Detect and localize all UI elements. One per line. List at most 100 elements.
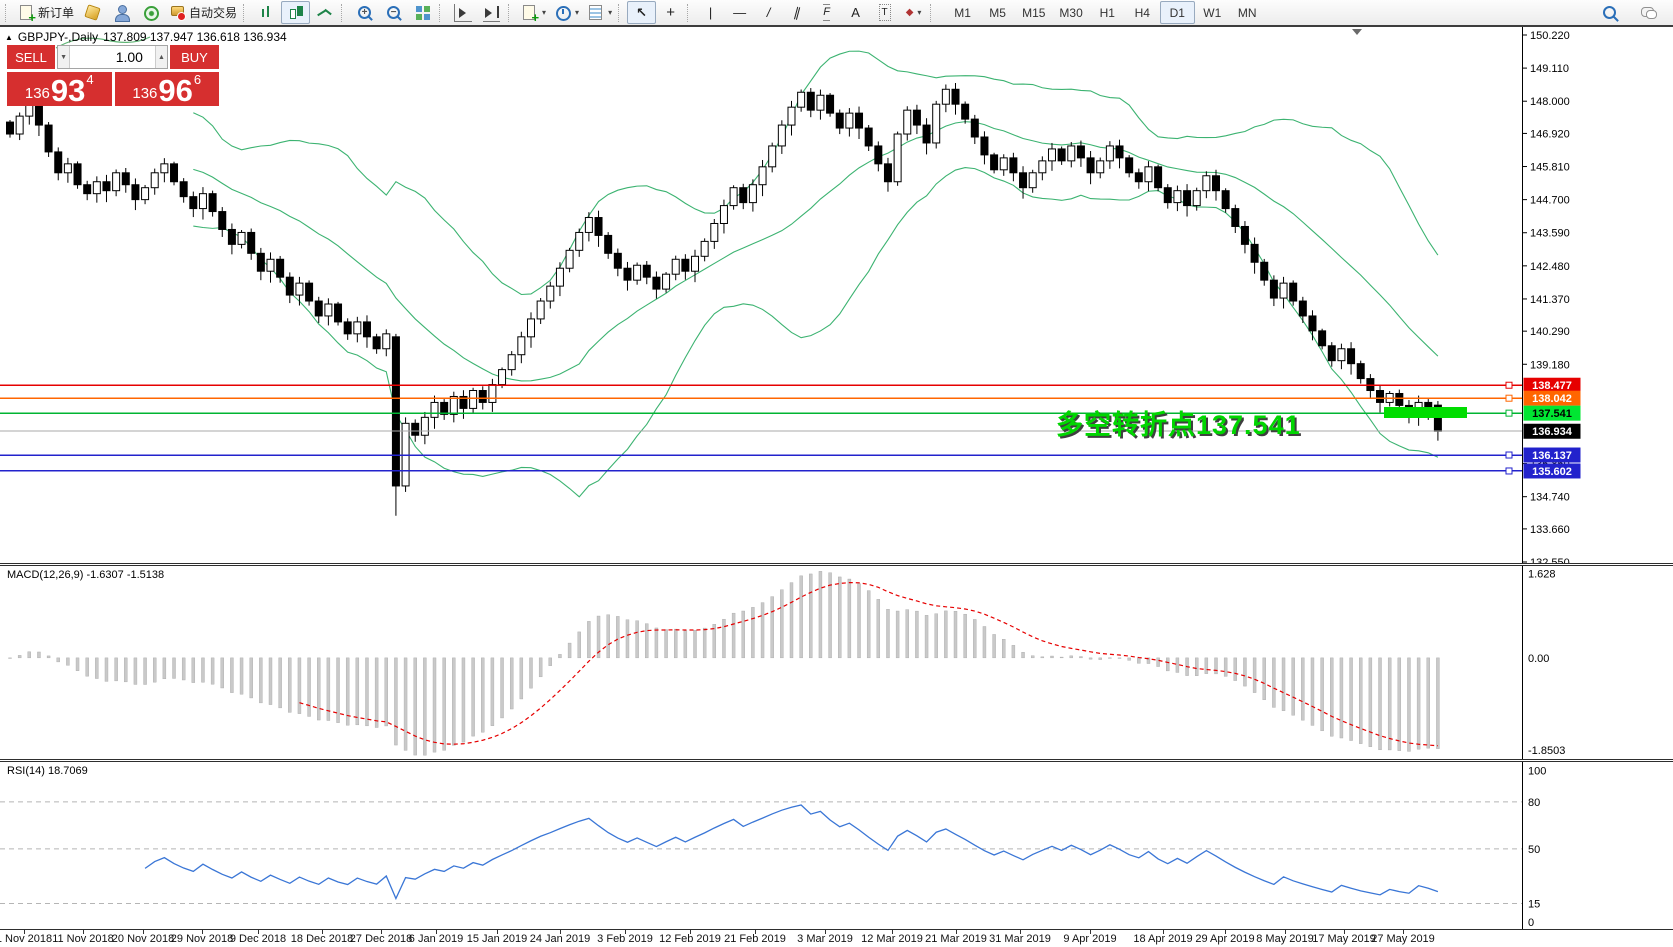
freehand-squiggle[interactable] (55, 36, 151, 49)
buy-button[interactable]: BUY (170, 45, 219, 69)
horizontal-line-button[interactable]: — (725, 1, 754, 24)
volume-input[interactable] (70, 46, 155, 68)
tile-windows-button[interactable] (408, 1, 437, 24)
arrows-button[interactable]: ◆ ▾ (899, 1, 928, 24)
line-handle[interactable] (1505, 394, 1513, 402)
rsi-tick-label: 0 (1528, 917, 1534, 929)
new-order-button[interactable]: + 新订单 (14, 1, 78, 24)
autotrading-button[interactable]: 自动交易 (165, 1, 241, 24)
line-handle[interactable] (1505, 451, 1513, 459)
date-label: 21 Feb 2019 (724, 933, 786, 945)
rsi-pane[interactable]: 100 80 50 15 0 (0, 762, 1673, 929)
price-tick-label: 142.480 (1530, 261, 1570, 273)
timeframe-m1[interactable]: M1 (954, 5, 971, 20)
trendline-icon: / (766, 5, 771, 20)
signals-button[interactable] (136, 1, 165, 24)
zoom-in-button[interactable]: + (350, 1, 379, 24)
community-button[interactable] (107, 1, 136, 24)
date-tick (755, 930, 756, 934)
pane-separator[interactable] (0, 565, 1673, 566)
macd-tick-label: -1.8503 (1528, 745, 1565, 757)
volume-increase-button[interactable]: ▲ (154, 46, 168, 68)
highlight-rectangle[interactable] (1384, 407, 1467, 418)
macd-axis[interactable] (1523, 566, 1673, 759)
price-tick-label: 134.740 (1530, 492, 1570, 504)
date-tick (497, 930, 498, 934)
indicators-button[interactable]: + ▾ (517, 1, 550, 24)
axis-price-badge (1523, 377, 1581, 393)
arrows-icon: ◆ (905, 7, 914, 18)
main-chart-pane[interactable]: 150.220 149.110 148.000 146.920 145.810 144.7… (0, 27, 1673, 563)
toolbar: + 新订单 自动交易 + − + ▾ ▾ ▾ ↖ + | — / ∥ F A T… (0, 0, 1673, 25)
line-handle[interactable] (1505, 409, 1513, 417)
chat-button[interactable] (1634, 1, 1663, 24)
date-label: 11 Nov 2018 (52, 933, 114, 945)
vertical-line-button[interactable]: | (696, 1, 725, 24)
axis-price-badge-label: 138.477 (1532, 380, 1572, 392)
date-axis[interactable]: 1 Nov 2018 11 Nov 2018 20 Nov 2018 29 Nov 2… (0, 930, 1673, 947)
market-button[interactable] (78, 1, 107, 24)
date-tick (560, 930, 561, 934)
price-tick-label: 146.920 (1530, 128, 1570, 140)
collapse-one-click-icon[interactable]: ▲ (5, 32, 13, 42)
trendline-button[interactable]: / (754, 1, 783, 24)
sell-price[interactable]: 136 93 4 (7, 72, 112, 106)
timeframe-d1[interactable]: D1 (1159, 1, 1195, 24)
timeframe-m15[interactable]: M15 (1022, 5, 1046, 20)
bar-chart-button[interactable] (252, 1, 281, 24)
rsi-axis[interactable] (1523, 762, 1673, 929)
chat-icon (1640, 6, 1657, 20)
line-handle[interactable] (1505, 467, 1513, 475)
date-tick (956, 930, 957, 934)
candlestick-chart-icon (287, 4, 304, 21)
bollinger-band-line (193, 121, 1439, 382)
crosshair-icon: + (666, 4, 675, 21)
search-button[interactable] (1595, 1, 1624, 24)
periods-button[interactable]: ▾ (550, 1, 583, 24)
pane-separator[interactable] (0, 563, 1673, 564)
text-button[interactable]: A (841, 1, 870, 24)
chart-shift-button[interactable] (477, 1, 506, 24)
price-tick-label: 133.660 (1530, 524, 1570, 536)
timeframe-h4[interactable]: H4 (1134, 5, 1150, 20)
macd-pane[interactable]: 1.628 0.00 -1.8503 (0, 566, 1673, 759)
candlestick-chart-button[interactable] (281, 1, 311, 24)
equidistant-channel-button[interactable]: ∥ (783, 1, 812, 24)
timeframe-m5[interactable]: M5 (989, 5, 1006, 20)
crosshair-button[interactable]: + (656, 1, 685, 24)
line-chart-button[interactable] (310, 1, 339, 24)
fibonacci-button[interactable]: F (812, 1, 841, 24)
timeframe-mn[interactable]: MN (1237, 5, 1257, 20)
auto-scroll-button[interactable] (448, 1, 477, 24)
clock-icon (554, 4, 572, 21)
line-handle[interactable] (1505, 381, 1513, 389)
date-label: 3 Mar 2019 (797, 933, 853, 945)
buy-price-whole: 136 (132, 85, 158, 102)
macd-histogram (8, 571, 1440, 756)
timeframe-w1[interactable]: W1 (1203, 5, 1222, 20)
templates-button[interactable]: ▾ (583, 1, 616, 24)
toolbar-right (1595, 1, 1663, 24)
date-tick (1020, 930, 1021, 934)
cursor-button[interactable]: ↖ (627, 1, 657, 24)
cursor-icon: ↖ (636, 5, 648, 20)
chevron-down-icon: ▾ (575, 8, 580, 17)
sell-button[interactable]: SELL (7, 45, 55, 69)
zoom-out-button[interactable]: − (379, 1, 408, 24)
timeframe-m30[interactable]: M30 (1059, 5, 1083, 20)
pivot-annotation-text[interactable]: 多空转折点137.541 (1056, 410, 1301, 440)
buy-price-fraction: 6 (193, 72, 202, 87)
price-axis[interactable] (1523, 27, 1673, 563)
chevron-down-icon: ▾ (917, 8, 922, 17)
pane-separator[interactable] (0, 761, 1673, 762)
timeframe-h1[interactable]: H1 (1099, 5, 1115, 20)
horizontal-line-icon: — (733, 5, 747, 20)
text-label-button[interactable]: T (870, 1, 899, 24)
shift-end-marker-icon[interactable] (1352, 29, 1362, 35)
price-tick-label: 148.000 (1530, 96, 1570, 108)
volume-decrease-button[interactable]: ▼ (58, 46, 71, 68)
price-plot[interactable] (0, 36, 1522, 516)
buy-price[interactable]: 136 96 6 (114, 72, 219, 106)
pane-separator[interactable] (0, 759, 1673, 760)
date-label: 6 Jan 2019 (408, 933, 464, 945)
